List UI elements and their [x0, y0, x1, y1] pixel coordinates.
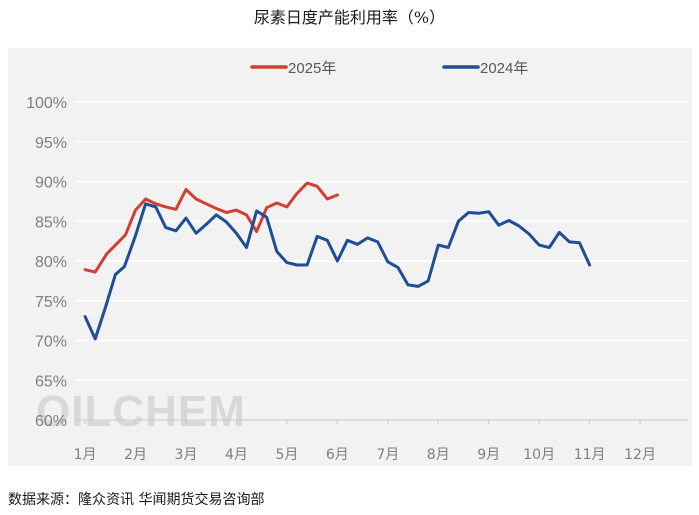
x-tick-label: 8月	[427, 447, 450, 463]
source-note: 数据来源：隆众资讯 华闻期货交易咨询部	[8, 492, 265, 508]
x-tick-label: 2月	[124, 447, 147, 463]
watermark-text: OILCHEM	[36, 387, 246, 436]
x-tick-label: 6月	[326, 447, 349, 463]
y-tick-label: 65%	[35, 373, 67, 390]
x-tick-label: 4月	[225, 447, 248, 463]
legend-label-2025: 2025年	[288, 60, 336, 77]
legend-label-2024: 2024年	[480, 60, 528, 77]
y-tick-label: 60%	[35, 413, 67, 430]
plot-panel	[8, 48, 692, 466]
x-tick-label: 7月	[376, 447, 399, 463]
y-tick-label: 80%	[35, 254, 67, 271]
series-lines	[83, 181, 592, 341]
x-tick-label: 5月	[275, 447, 298, 463]
x-tick-label: 9月	[477, 447, 500, 463]
y-tick-label: 75%	[35, 294, 67, 311]
axes: 60% 65% 70% 75% 80% 85% 90% 95% 100% 1月 2月 3月 4月 5月 6月…	[26, 95, 688, 463]
x-tick-label: 12月	[624, 447, 656, 463]
grid-lines	[75, 101, 688, 381]
chart-title: 尿素日度产能利用率（%）	[253, 8, 446, 27]
y-tick-label: 70%	[35, 334, 67, 351]
y-tick-label: 95%	[35, 135, 67, 152]
x-tick-label: 10月	[523, 447, 555, 463]
y-tick-label: 85%	[35, 214, 67, 231]
y-tick-label: 90%	[35, 175, 67, 192]
y-tick-label: 100%	[26, 95, 67, 112]
legend: 2025年 2024年	[250, 60, 528, 77]
series-line-2025	[83, 181, 339, 274]
x-tick-label: 1月	[74, 447, 97, 463]
series-line-2024	[83, 202, 592, 341]
x-tick-label: 11月	[574, 447, 606, 463]
x-tick-label: 3月	[175, 447, 198, 463]
line-chart: OILCHEM 60% 65% 70% 75% 80% 85% 90% 95% 100% 1月 2月…	[26, 60, 688, 463]
